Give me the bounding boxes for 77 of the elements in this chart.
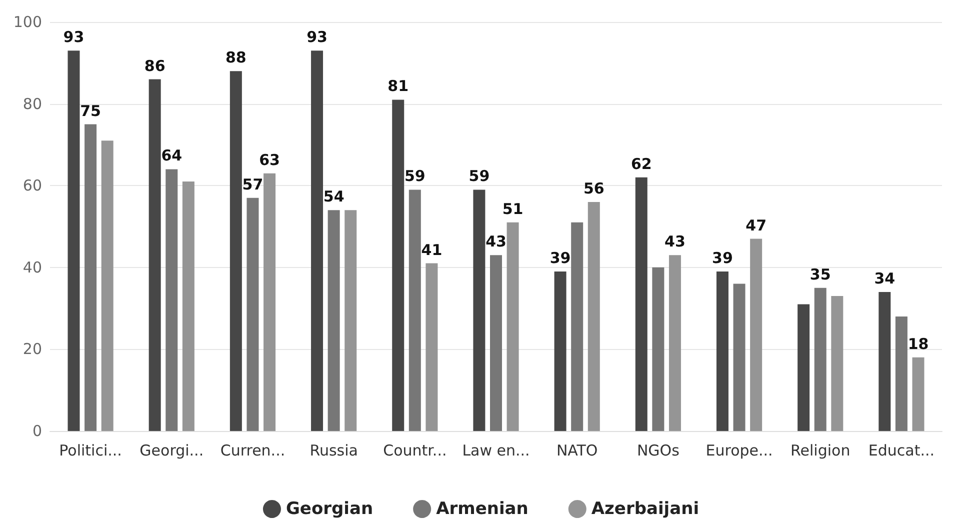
bar [182,182,194,431]
bar [328,210,340,431]
data-label: 57 [242,175,264,194]
bar [895,316,908,431]
bar [750,238,762,431]
data-label: 41 [421,240,442,259]
bar [506,222,519,431]
data-label: 63 [259,150,280,169]
y-tick-label: 40 [22,258,42,276]
legend-label: Azerbaijani [591,499,700,519]
data-label: 81 [388,77,409,96]
bar [912,357,924,431]
x-tick-label: Countr... [383,442,447,460]
bar [246,198,259,431]
bar [733,284,746,431]
data-label: 59 [468,167,490,186]
bar [588,202,600,431]
bar [635,177,648,431]
x-tick-label: Politici... [59,442,122,460]
y-tick-label: 60 [22,176,42,195]
data-label: 47 [746,216,767,234]
bar [554,271,566,431]
x-tick-label: Law en... [462,442,530,460]
x-tick-label: NATO [556,442,598,460]
data-label: 43 [664,232,686,251]
bar [408,190,421,431]
data-label: 43 [486,232,506,251]
bar [716,271,728,431]
x-tick-label: Curren... [220,442,286,460]
bar [148,79,161,431]
x-tick-label: Russia [310,442,358,460]
bar [344,210,357,431]
bar [311,50,324,431]
data-label: 56 [583,179,604,198]
data-label: 86 [144,56,166,75]
bar [814,288,826,431]
x-tick-label: Religion [790,442,850,460]
data-label: 59 [404,167,426,186]
bar [668,255,681,431]
data-label: 34 [874,269,896,288]
data-label: 39 [550,248,571,267]
bar [166,169,178,431]
data-label: 93 [306,28,328,46]
bar [68,50,80,431]
y-tick-label: 80 [22,94,42,113]
data-label: 75 [80,102,101,120]
legend-label: Armenian [436,499,528,519]
bar [652,267,664,431]
data-label: 88 [225,48,246,67]
bar [473,190,486,431]
data-label: 18 [908,334,929,353]
data-label: 39 [712,248,733,267]
y-tick-label: 0 [32,422,42,440]
bar [84,124,97,431]
bar [426,263,438,431]
data-label: 93 [63,28,84,46]
x-tick-label: NGOs [636,442,680,460]
y-tick-label: 20 [22,340,42,358]
bar [878,292,891,431]
data-label: 54 [323,188,344,206]
bar [490,255,502,431]
data-label: 64 [161,146,182,165]
bar [392,100,404,431]
bar [230,71,242,431]
bar [831,296,844,431]
data-label: 35 [810,265,831,284]
data-label: 51 [502,200,524,218]
bar [571,222,584,431]
bar [798,304,810,431]
x-tick-label: Educat... [868,442,935,460]
y-tick-label: 100 [13,13,42,31]
bar [264,173,276,431]
bar [101,140,114,431]
x-tick-label: Georgi... [140,442,204,460]
legend-label: Georgian [286,499,374,519]
data-label: 62 [630,154,652,173]
x-tick-label: Europe... [706,442,773,460]
